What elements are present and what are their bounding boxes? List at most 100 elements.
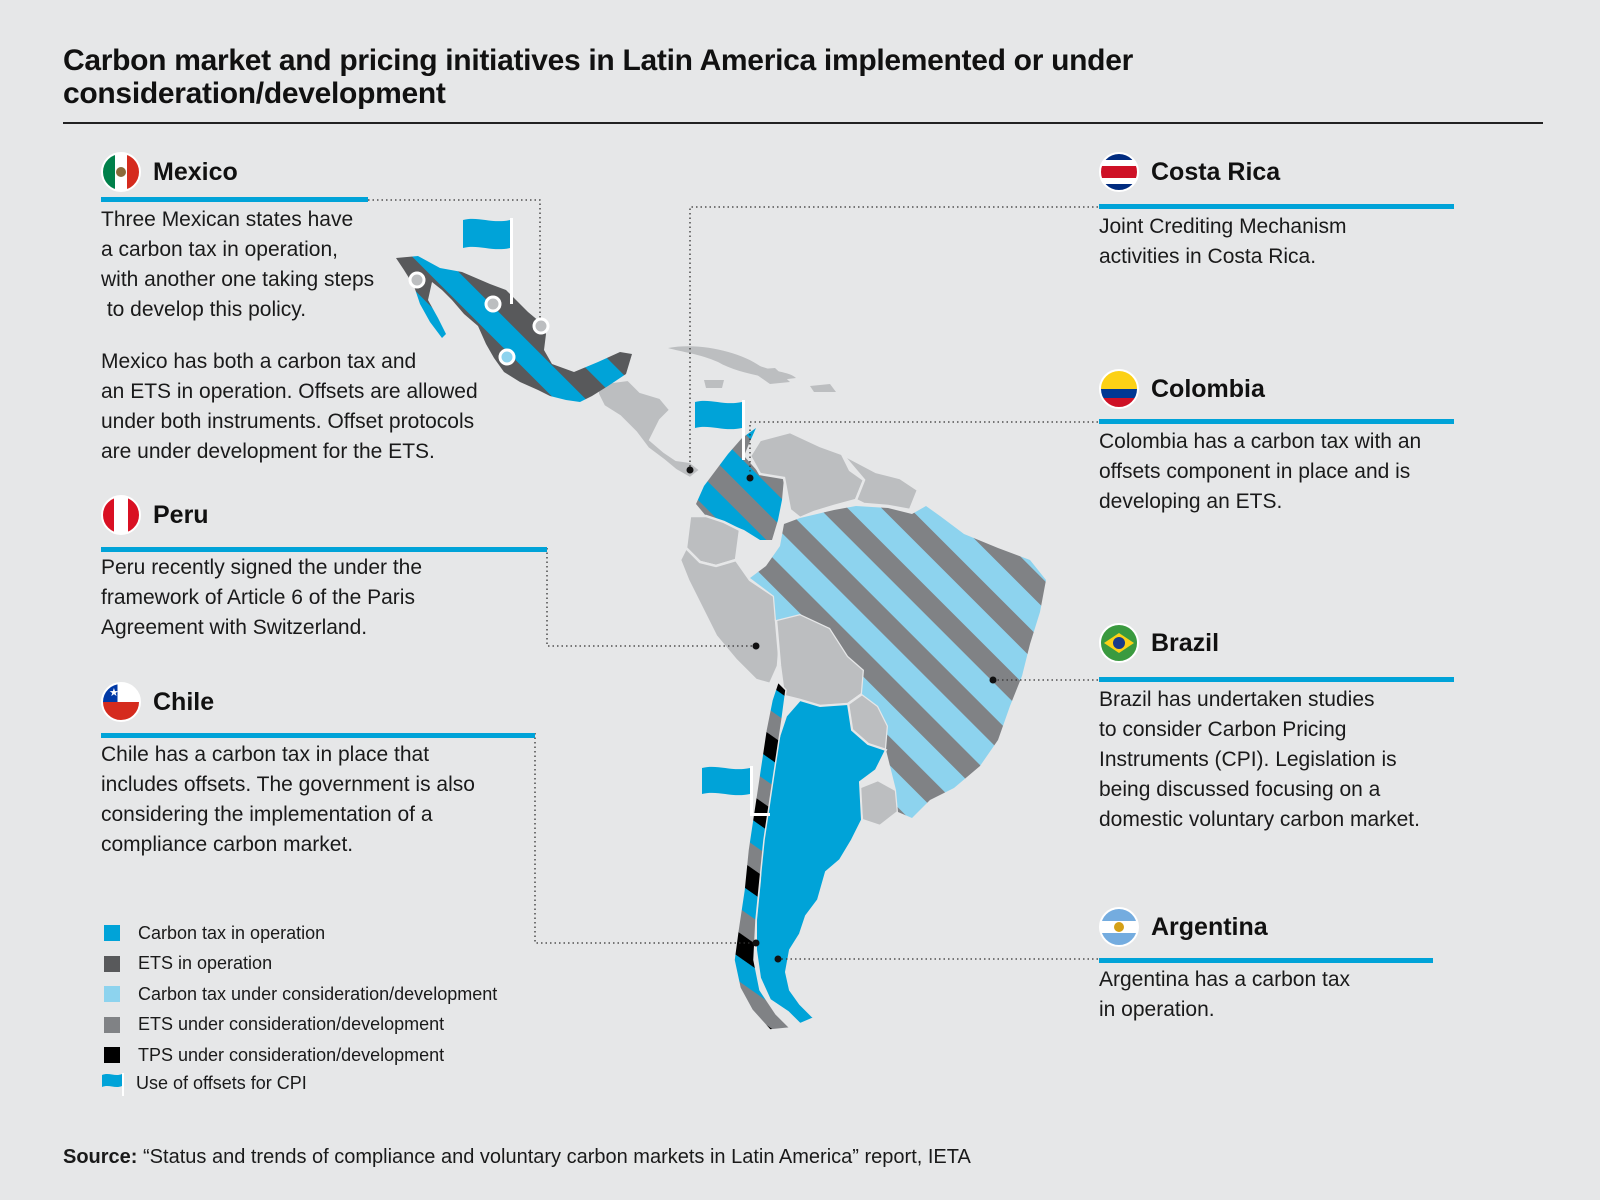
legend-label: ETS under consideration/development <box>138 1014 445 1035</box>
legend-swatch-icon <box>104 925 120 942</box>
text-line: to develop this policy. <box>101 298 307 321</box>
country-name: Brazil <box>1151 628 1220 657</box>
state-marker-existing <box>532 317 550 335</box>
text-line: activities in Costa Rica. <box>1099 245 1317 268</box>
mexico-description-1: Three Mexican states have a carbon tax i… <box>101 205 374 325</box>
flag-icon-colombia <box>695 400 745 460</box>
map-legend: Carbon tax in operation ETS in operation… <box>102 918 497 1097</box>
title-divider <box>63 122 1543 124</box>
mexico-rule <box>101 197 368 202</box>
text-line: Instruments (CPI). Legislation is <box>1099 748 1397 771</box>
text-line: Three Mexican states have <box>101 208 354 231</box>
peru-flag-icon <box>101 495 141 535</box>
mexico-state-markers <box>408 271 550 366</box>
text-line: compliance carbon market. <box>101 833 354 856</box>
country-header-argentina: Argentina <box>1099 907 1268 947</box>
text-line: Brazil has undertaken studies <box>1099 688 1375 711</box>
costa-rica-flag-icon <box>1099 152 1139 192</box>
source-text: “Status and trends of compliance and vol… <box>137 1146 971 1168</box>
legend-item-carbon-tax-operation: Carbon tax in operation <box>104 918 497 949</box>
legend-item-offsets: Use of offsets for CPI <box>102 1071 497 1097</box>
state-marker-existing <box>484 295 502 313</box>
legend-item-carbon-tax-development: Carbon tax under consideration/developme… <box>104 979 497 1010</box>
text-line: in operation. <box>1099 998 1215 1021</box>
page-title: Carbon market and pricing initiatives in… <box>63 44 1133 110</box>
caribbean-islands <box>668 346 836 392</box>
colombia-flag-icon <box>1099 369 1139 409</box>
costa-rica-description: Joint Crediting Mechanism activities in … <box>1099 212 1346 272</box>
country-name: Mexico <box>153 157 238 186</box>
text-line: are under development for the ETS. <box>101 440 435 463</box>
mexico-flag-icon <box>101 152 141 192</box>
mexico-shape <box>396 256 632 402</box>
text-line: Argentina has a carbon tax <box>1099 968 1350 991</box>
text-line: with another one taking steps <box>101 268 375 291</box>
country-name: Chile <box>153 687 215 716</box>
source-label: Source: <box>63 1146 138 1168</box>
state-marker-developing <box>498 348 516 366</box>
legend-swatch-icon <box>104 1047 120 1064</box>
flag-icon-chile <box>702 766 770 816</box>
country-name: Argentina <box>1151 912 1268 941</box>
legend-label: TPS under consideration/development <box>138 1044 445 1065</box>
brazil-shape <box>750 506 1046 818</box>
text-line: domestic voluntary carbon market. <box>1099 808 1420 831</box>
text-line: Chile has a carbon tax in place that <box>101 743 430 766</box>
chile-flag-icon: ★ <box>101 682 141 722</box>
flag-icon <box>102 1072 124 1096</box>
text-line: an ETS in operation. Offsets are allowed <box>101 380 478 403</box>
text-line: under both instruments. Offset protocols <box>101 410 475 433</box>
text-line: offsets component in place and is <box>1099 460 1411 483</box>
legend-swatch-icon <box>104 955 120 972</box>
brazil-rule <box>1099 677 1454 682</box>
chile-rule <box>101 733 535 738</box>
text-line: framework of Article 6 of the Paris <box>101 586 415 609</box>
country-header-mexico: Mexico <box>101 152 238 192</box>
country-header-peru: Peru <box>101 495 209 535</box>
peru-rule <box>101 547 547 552</box>
brazil-flag-icon <box>1099 623 1139 663</box>
text-line: Agreement with Switzerland. <box>101 616 368 639</box>
text-line: Colombia has a carbon tax with an <box>1099 430 1422 453</box>
source-note: Source: “Status and trends of compliance… <box>63 1146 971 1169</box>
argentina-description: Argentina has a carbon tax in operation. <box>1099 965 1350 1025</box>
colombia-description: Colombia has a carbon tax with an offset… <box>1099 427 1421 517</box>
country-name: Peru <box>153 500 209 529</box>
flag-icon-mexico <box>463 218 513 304</box>
mexico-description-2: Mexico has both a carbon tax and an ETS … <box>101 347 478 467</box>
colombia-shape <box>696 428 784 540</box>
country-header-colombia: Colombia <box>1099 369 1265 409</box>
brazil-description: Brazil has undertaken studies to conside… <box>1099 685 1420 835</box>
costa-rica-rule <box>1099 204 1454 209</box>
country-name: Colombia <box>1151 374 1265 403</box>
chile-description: Chile has a carbon tax in place that inc… <box>101 740 475 860</box>
legend-item-ets-operation: ETS in operation <box>104 949 497 980</box>
text-line: Peru recently signed the under the <box>101 556 423 579</box>
country-header-chile: ★ Chile <box>101 682 214 722</box>
legend-label: Carbon tax under consideration/developme… <box>138 983 498 1004</box>
country-name: Costa Rica <box>1151 157 1281 186</box>
text-line: includes offsets. The government is also <box>101 773 475 796</box>
state-marker-existing <box>408 271 426 289</box>
country-header-costa-rica: Costa Rica <box>1099 152 1280 192</box>
legend-swatch-icon <box>104 986 120 1003</box>
other-countries <box>678 430 920 828</box>
legend-label: Carbon tax in operation <box>138 922 326 943</box>
central-america <box>597 378 702 480</box>
legend-item-tps-development: TPS under consideration/development <box>104 1040 497 1071</box>
text-line: Mexico has both a carbon tax and <box>101 350 417 373</box>
argentina-flag-icon <box>1099 907 1139 947</box>
legend-label: ETS in operation <box>138 953 273 974</box>
text-line: considering the implementation of a <box>101 803 433 826</box>
text-line: developing an ETS. <box>1099 490 1283 513</box>
text-line: a carbon tax in operation, <box>101 238 338 261</box>
legend-swatch-icon <box>104 1016 120 1033</box>
peru-description: Peru recently signed the under the frame… <box>101 553 422 643</box>
text-line: Joint Crediting Mechanism <box>1099 215 1347 238</box>
text-line: to consider Carbon Pricing <box>1099 718 1347 741</box>
text-line: being discussed focusing on a <box>1099 778 1381 801</box>
argentina-rule <box>1099 958 1433 963</box>
legend-label: Use of offsets for CPI <box>136 1073 307 1093</box>
legend-item-ets-development: ETS under consideration/development <box>104 1010 497 1041</box>
